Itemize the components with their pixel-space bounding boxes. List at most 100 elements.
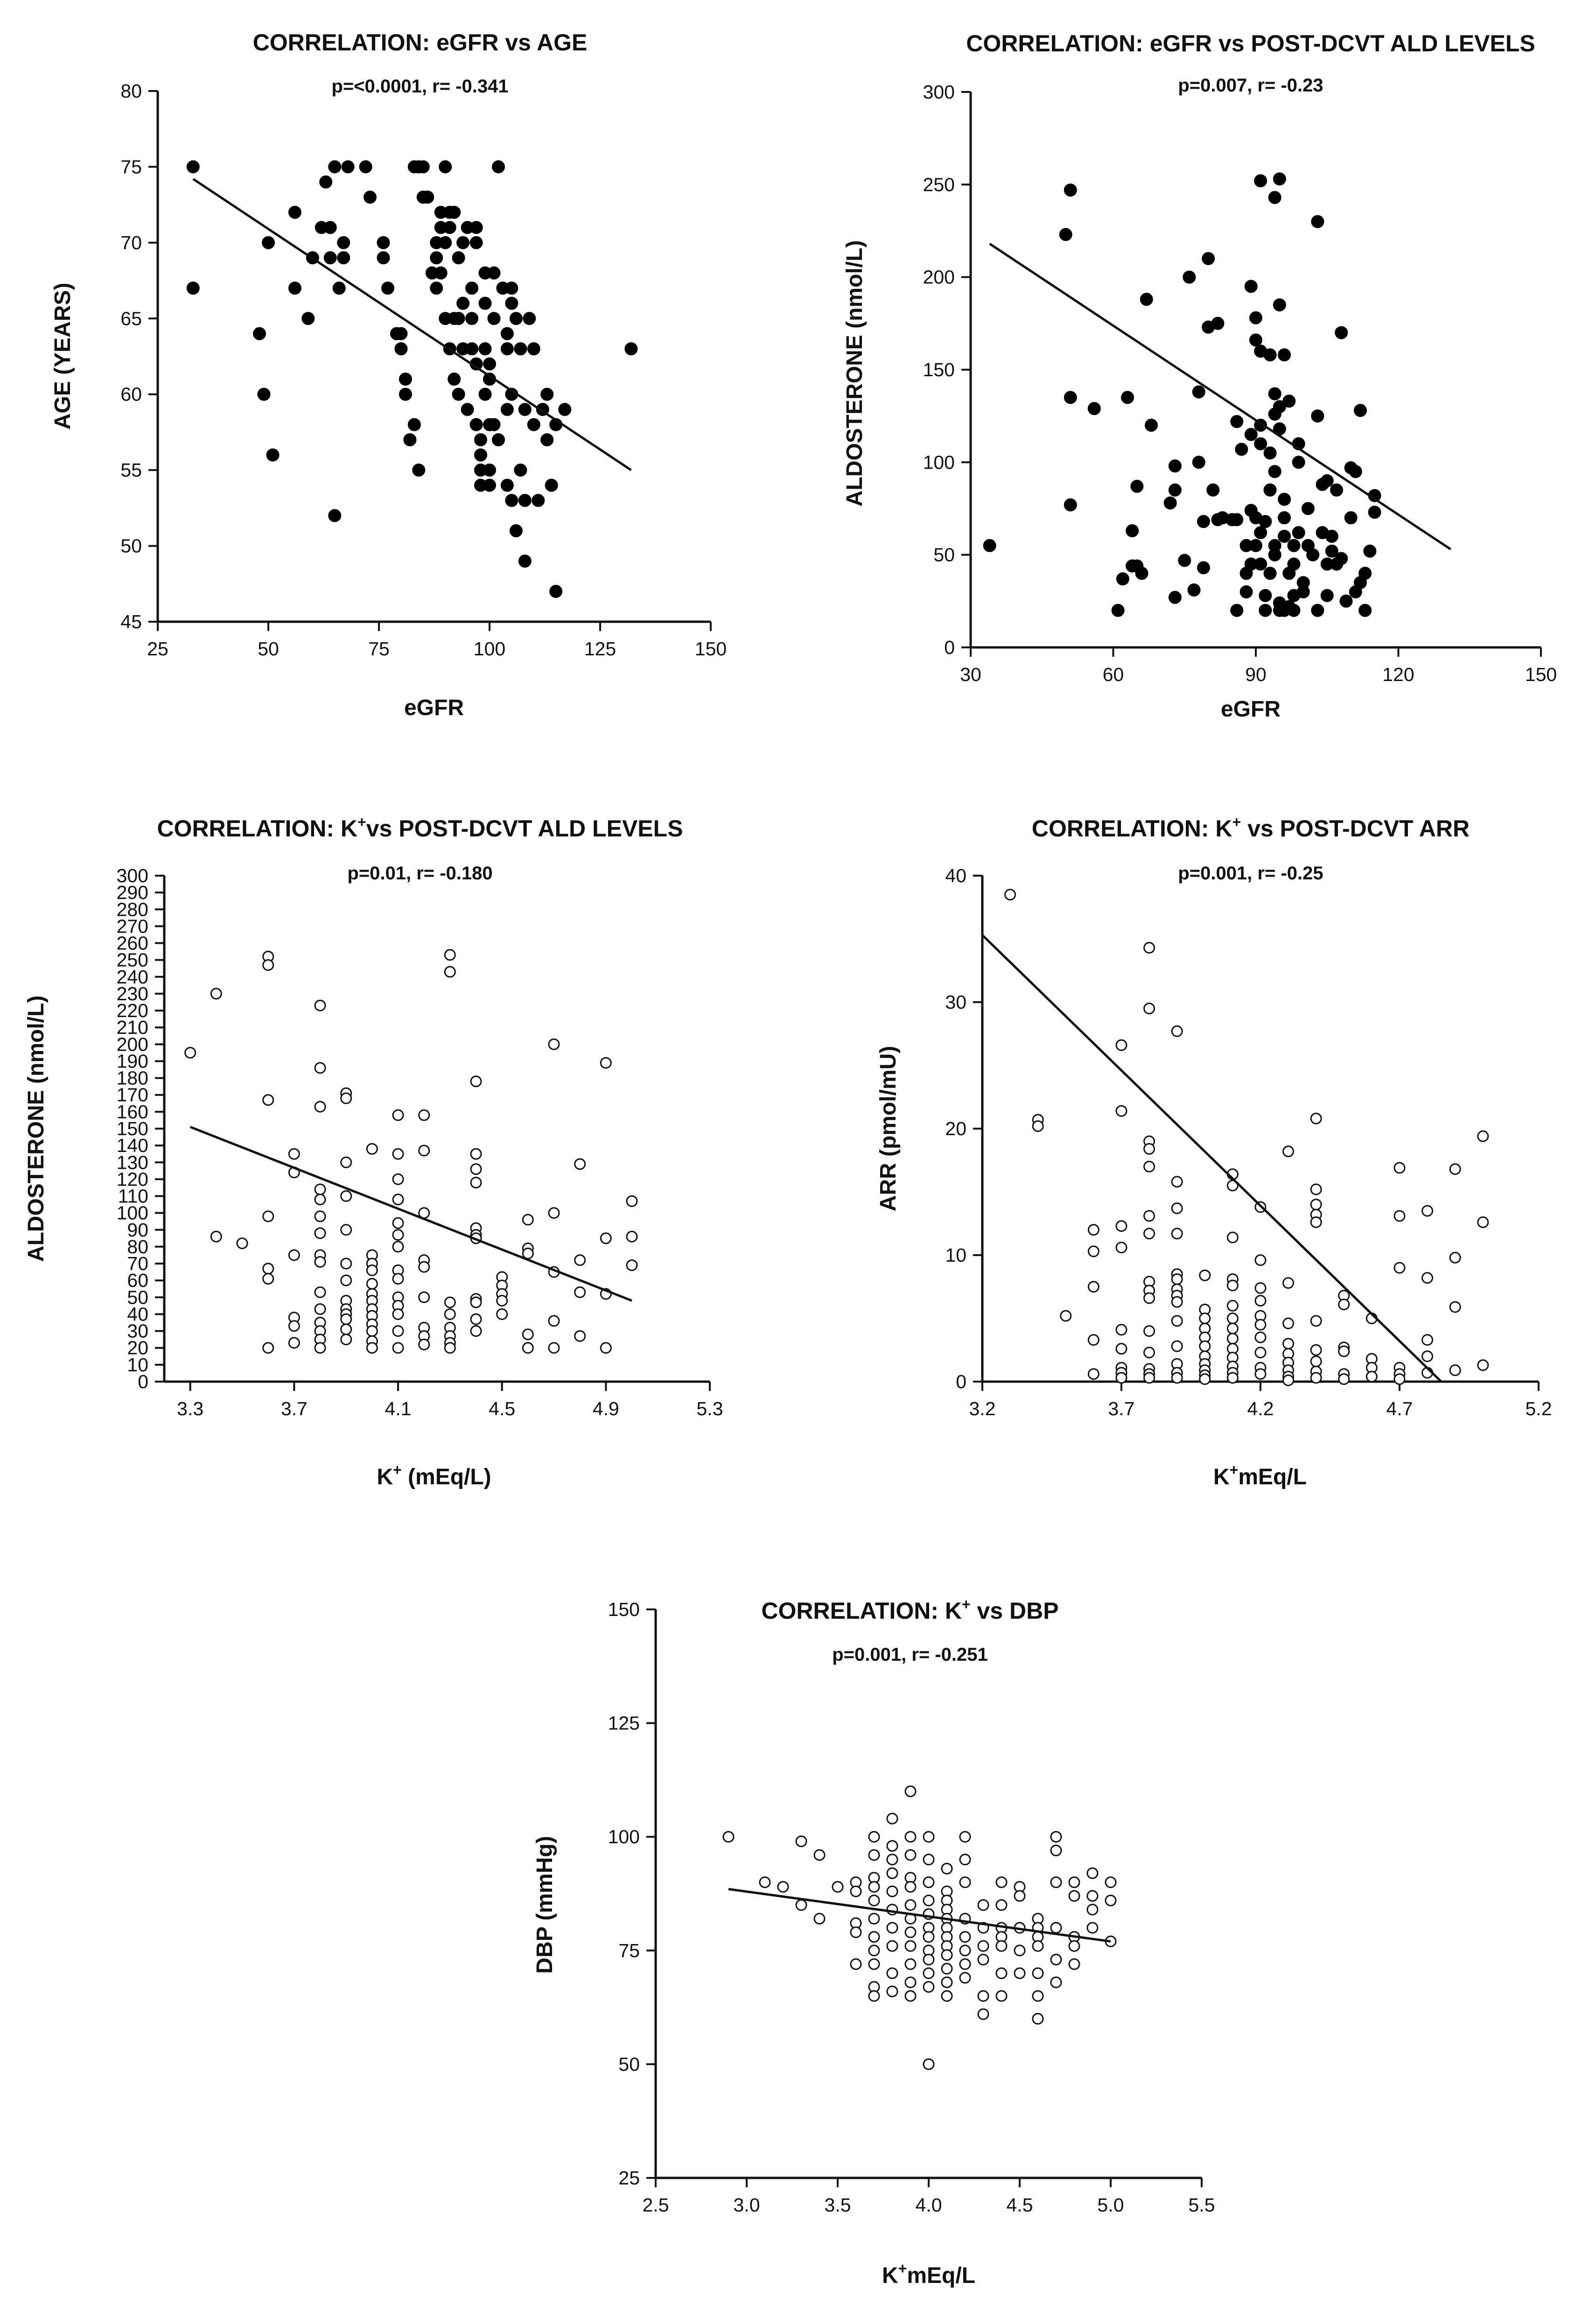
data-point [1192,456,1205,469]
y-tick-label: 170 [117,1084,148,1106]
data-point [340,1257,352,1270]
x-tick-label: 4.5 [489,1398,515,1419]
data-point [518,494,532,507]
data-point [186,281,200,295]
y-tick-label: 280 [117,899,148,920]
data-point [574,1158,586,1170]
data-point [314,1183,326,1195]
data-point [904,1785,917,1797]
data-point [470,1075,482,1088]
data-point [1287,604,1301,617]
data-point [314,1256,326,1268]
data-point [364,190,377,204]
data-point [1477,1130,1489,1142]
data-point [759,1876,771,1889]
data-point [314,1227,326,1239]
data-point [574,1330,586,1342]
data-point [1226,1299,1239,1312]
x-axis-label-rest: mEq/L [1238,1465,1307,1489]
data-point [1171,1228,1183,1240]
data-points [186,160,638,598]
data-point [1064,183,1077,197]
data-point [995,1967,1008,1979]
data-point [448,205,461,219]
data-point [412,463,426,477]
data-point [478,342,492,356]
y-tick-label: 220 [117,1000,148,1021]
chart-title-main: CORRELATION: eGFR vs AGE [253,29,588,56]
y-tick-label: 150 [923,359,955,380]
data-point [518,403,532,416]
x-tick-label: 4.2 [1247,1398,1274,1419]
data-point [1254,1282,1267,1294]
data-point [1230,415,1244,428]
x-tick-label: 5.3 [697,1398,723,1419]
chart-subtitle: p=0.001, r= -0.251 [832,1644,988,1665]
data-point [977,1953,989,1966]
data-point [483,478,496,492]
x-tick-label: 30 [960,664,981,685]
y-tick-label: 0 [944,637,955,658]
data-point [210,1230,222,1243]
x-tick-label: 50 [258,638,279,660]
data-point [1302,502,1315,515]
data-point [1032,1967,1044,1979]
data-point [522,1328,534,1341]
data-point [328,160,342,174]
data-point [1306,548,1320,562]
x-tick-label: 4.7 [1386,1398,1413,1419]
x-tick-label: 125 [584,638,616,660]
y-tick-label: 250 [923,174,955,195]
data-point [421,190,434,204]
data-point [1449,1364,1461,1376]
data-point [1310,1216,1322,1228]
data-point [509,524,523,538]
data-point [470,1325,482,1337]
data-point [527,418,540,431]
data-point [1259,604,1272,617]
chart-title: CORRELATION: K+ vs POST-DCVT ARR [1032,814,1470,842]
data-point [444,949,456,961]
x-axis-label-sup: + [393,1461,402,1478]
data-point [886,1986,898,1997]
y-tick-label: 70 [120,232,142,253]
data-point [959,1958,971,1970]
data-point [430,251,443,265]
data-point [1244,280,1258,293]
y-tick-label: 150 [117,1118,148,1139]
data-point [1050,1976,1062,1988]
data-point [1335,552,1348,565]
data-point [443,221,456,234]
data-point [1421,1350,1434,1362]
y-tick-label: 250 [117,949,148,971]
y-tick-label: 10 [127,1354,148,1376]
data-point [456,236,470,249]
chart-subtitle: p=0.007, r= -0.23 [1178,75,1323,96]
y-tick-label: 80 [120,80,142,102]
chart-title-sup: + [357,814,366,830]
data-point [1168,483,1182,497]
data-point [1273,298,1286,312]
data-point [392,1229,404,1241]
data-point [341,160,355,174]
data-point [392,1308,404,1320]
data-point [366,1264,378,1276]
data-point [1171,1202,1183,1215]
data-point [1032,1120,1044,1132]
data-point [1115,1220,1127,1232]
data-point [381,281,394,295]
data-point [1254,1347,1267,1359]
data-point [923,1876,935,1889]
y-tick-label: 40 [945,865,966,886]
data-point [959,1945,971,1957]
x-tick-label: 3.2 [969,1398,996,1419]
data-point [868,1881,880,1893]
data-point [1032,2013,1044,2025]
chart-title-rest: vs DBP [971,1598,1059,1624]
data-point [574,1254,586,1266]
data-point [1235,442,1248,456]
data-points [184,949,638,1354]
data-point [548,1207,560,1219]
data-point [1143,1372,1155,1384]
data-point [456,296,470,310]
